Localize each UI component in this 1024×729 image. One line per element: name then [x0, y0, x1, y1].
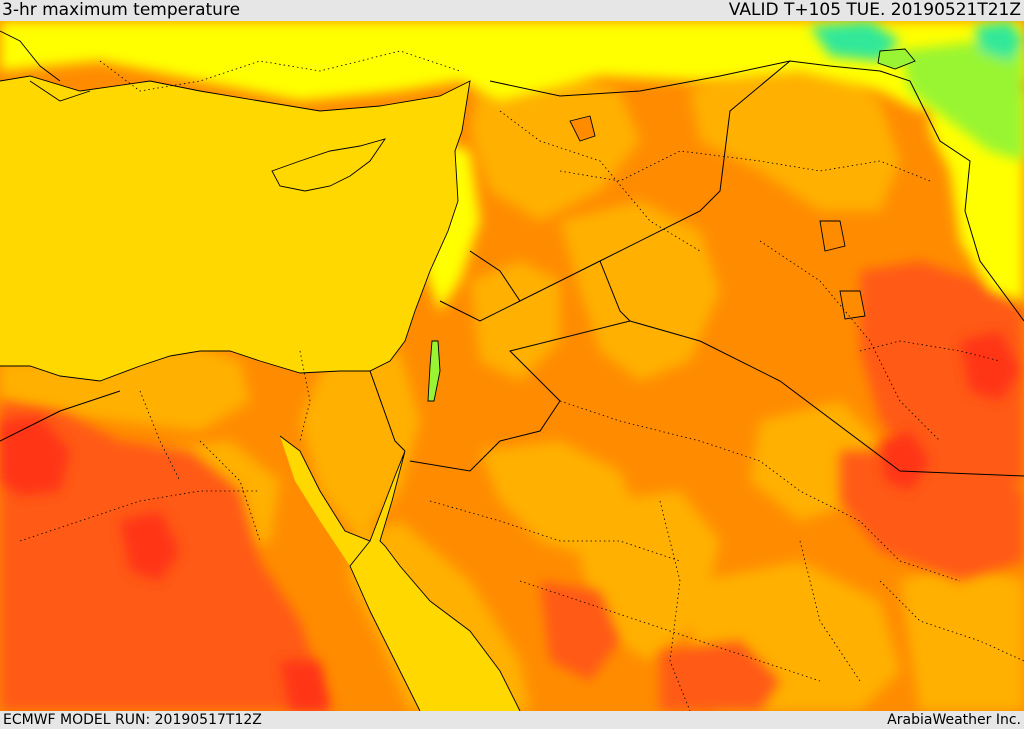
red-sea	[280, 436, 520, 711]
valid-time: VALID T+105 TUE. 20190521T21Z	[728, 0, 1021, 20]
header-bar: 3-hr maximum temperature VALID T+105 TUE…	[0, 0, 1024, 21]
map-svg	[0, 21, 1024, 711]
temperature-map	[0, 21, 1024, 711]
coastlines	[0, 30, 916, 711]
lake-van	[878, 49, 915, 69]
model-run: ECMWF MODEL RUN: 20190517T12Z	[3, 712, 262, 728]
iraq-lakes	[570, 116, 865, 319]
admin-boundaries	[19, 50, 1024, 711]
mediterranean-sea	[0, 76, 470, 381]
extreme-areas	[0, 331, 1020, 711]
footer-bar: ECMWF MODEL RUN: 20190517T12Z ArabiaWeat…	[0, 711, 1024, 729]
credit: ArabiaWeather Inc.	[887, 712, 1021, 728]
map-title: 3-hr maximum temperature	[2, 0, 241, 20]
cyprus-island	[272, 139, 385, 191]
cool-areas	[810, 21, 1024, 161]
